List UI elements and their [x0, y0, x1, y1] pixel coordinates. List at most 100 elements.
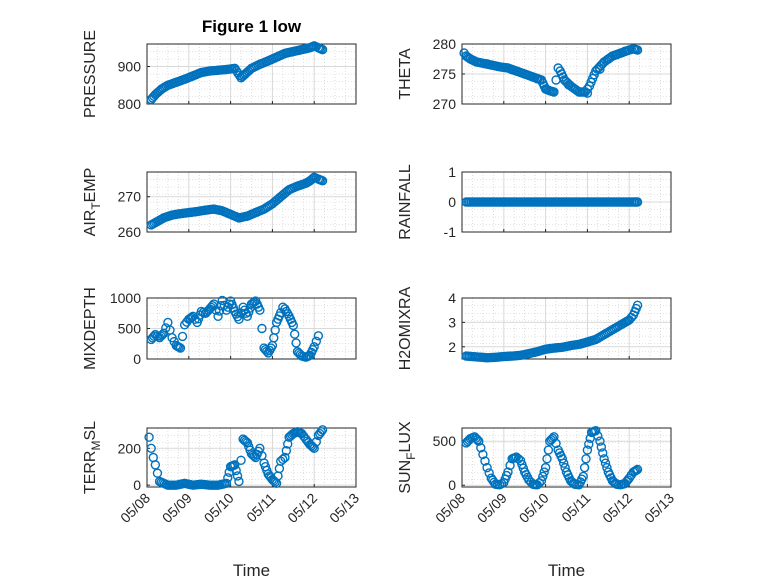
data-point	[232, 471, 243, 481]
data-point	[505, 460, 515, 471]
data-point	[308, 173, 318, 184]
data-point	[214, 306, 225, 316]
data-point	[150, 460, 161, 470]
data-series	[144, 425, 328, 490]
y-tick-label: 2	[448, 339, 456, 355]
data-point	[579, 462, 590, 473]
y-tick-label: 500	[433, 433, 457, 449]
data-point	[532, 74, 542, 84]
x-tick-label: 05/10	[201, 490, 237, 526]
y-tick-label: 260	[118, 224, 142, 240]
data-point	[221, 478, 232, 489]
data-point	[591, 425, 601, 436]
data-point	[593, 431, 603, 441]
y-tick-label: 0	[448, 194, 456, 210]
y-tick-label: 280	[433, 36, 457, 52]
y-tick-label: -1	[444, 224, 457, 240]
data-point	[209, 299, 219, 309]
data-point	[480, 456, 490, 466]
data-point	[543, 445, 554, 455]
data-point	[280, 452, 290, 463]
data-point	[632, 300, 643, 311]
data-point	[316, 426, 326, 437]
y-tick-label: 500	[118, 321, 142, 337]
data-point	[563, 80, 574, 90]
data-point	[311, 336, 321, 347]
data-point	[213, 311, 223, 321]
data-point	[231, 66, 242, 76]
data-point	[146, 443, 156, 453]
data-point	[559, 458, 569, 468]
data-point	[551, 438, 561, 449]
data-series	[459, 44, 643, 98]
axes-frame	[146, 43, 357, 105]
data-point	[503, 467, 513, 477]
x-tick-label: 05/11	[558, 490, 594, 526]
data-point	[582, 445, 593, 455]
data-point	[482, 59, 492, 69]
data-point	[611, 50, 622, 60]
y-axis-label: MIXDEPTH	[82, 287, 99, 370]
y-axis-label: TERRMSL	[82, 421, 103, 494]
data-point	[242, 311, 253, 321]
axes-frame	[461, 297, 672, 360]
data-series	[146, 41, 328, 105]
data-point	[539, 467, 549, 477]
data-series	[146, 172, 328, 230]
x-tick-label: 05/13	[641, 490, 677, 526]
data-point	[632, 197, 643, 207]
data-series	[461, 197, 643, 207]
data-point	[600, 458, 611, 468]
data-point	[596, 442, 607, 452]
data-series	[146, 295, 324, 362]
data-point	[230, 460, 240, 470]
data-point	[595, 64, 605, 74]
y-tick-label: 4	[448, 290, 456, 306]
data-point	[313, 331, 324, 341]
x-tick-label: 05/11	[243, 490, 279, 526]
axes-frame	[461, 427, 672, 488]
data-point	[317, 44, 328, 55]
data-point	[241, 436, 251, 447]
data-point	[472, 435, 483, 445]
axes-frame	[146, 427, 357, 488]
data-point	[236, 455, 246, 465]
data-point	[484, 468, 494, 478]
data-point	[476, 443, 486, 453]
data-point	[542, 454, 552, 464]
x-axis-label: Time	[233, 561, 270, 580]
y-axis-label: THETA	[397, 48, 414, 100]
chart-title: Figure 1 low	[202, 17, 302, 36]
data-point	[549, 87, 559, 97]
data-point	[152, 468, 163, 478]
y-tick-label: 800	[118, 96, 142, 112]
data-series	[461, 425, 643, 490]
subplot-2: 270 275 280 THETA	[397, 36, 672, 112]
data-point	[257, 323, 267, 334]
data-point	[584, 439, 594, 449]
data-point	[244, 307, 254, 317]
data-point	[620, 46, 630, 56]
data-point	[144, 432, 154, 442]
data-point	[177, 331, 188, 342]
subplot-3: 260 270 AIRTEMP	[82, 168, 357, 240]
data-point	[223, 473, 233, 483]
data-series	[461, 300, 643, 363]
y-axis-label: H2OMIXRA	[397, 286, 414, 370]
x-tick-label: 05/12	[284, 490, 320, 526]
data-point	[156, 331, 166, 341]
data-point	[632, 45, 643, 55]
data-point	[507, 65, 517, 75]
data-point	[478, 449, 488, 460]
data-point	[281, 446, 292, 456]
x-tick-label: 05/09	[159, 490, 195, 526]
x-tick-label: 05/09	[474, 490, 510, 526]
subplot-6: 2 3 4 H2OMIXRA	[397, 286, 672, 370]
y-tick-label: 0	[133, 477, 141, 493]
data-point	[309, 443, 319, 453]
subplot-8: 0 500 05/08 05/09 05/10 05/11 05/12 05/13 SUNFLU…	[397, 421, 677, 580]
data-point	[231, 465, 241, 476]
data-point	[536, 476, 547, 486]
y-tick-label: 900	[118, 59, 142, 75]
axes-frame	[146, 171, 357, 233]
